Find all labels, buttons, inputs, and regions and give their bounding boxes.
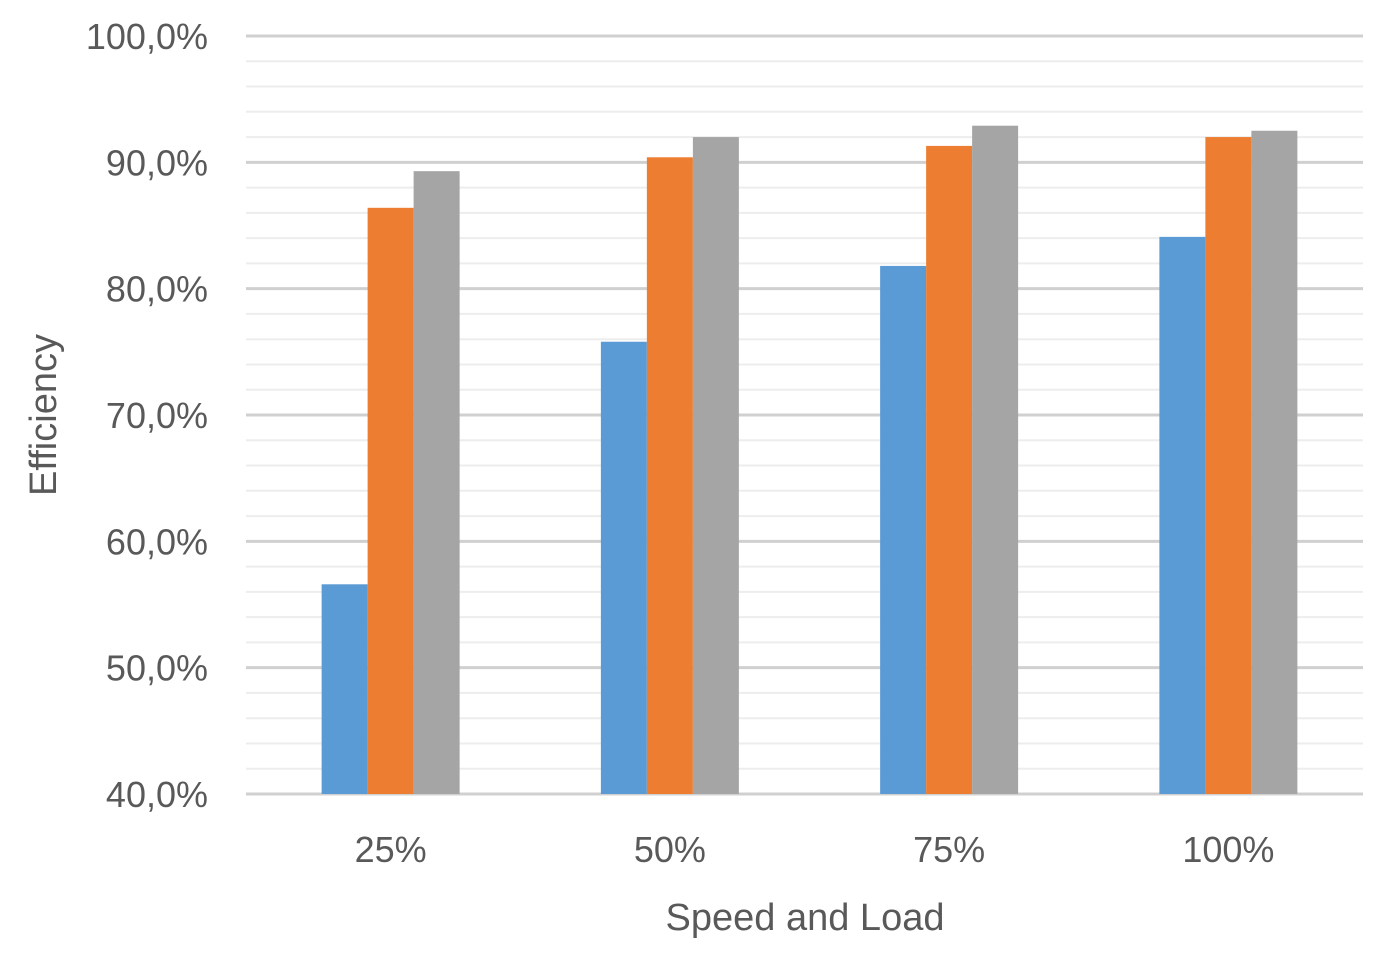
y-axis-ticks: 40,0% 50,0% 60,0% 70,0% 80,0% 90,0% 100,0% (86, 16, 208, 815)
x-axis-title: Speed and Load (666, 897, 945, 939)
bar-series-3-50pct (692, 137, 739, 795)
bar-series-1-25pct (321, 584, 368, 794)
bar-series-3-75pct (972, 125, 1019, 795)
x-tick-label: 75% (913, 829, 985, 870)
bar-series-2-25pct (367, 207, 414, 794)
bar-series-1-100pct (1159, 236, 1206, 794)
y-tick-label: 60,0% (106, 521, 208, 562)
x-tick-label: 25% (355, 829, 427, 870)
bar-series-2-50pct (646, 157, 693, 794)
y-tick-label: 70,0% (106, 395, 208, 436)
y-tick-label: 80,0% (106, 269, 208, 310)
y-tick-label: 90,0% (106, 142, 208, 183)
y-axis-title: Efficiency (23, 334, 65, 496)
y-tick-label: 40,0% (106, 774, 208, 815)
y-tick-label: 50,0% (106, 648, 208, 689)
bar-series-3-25pct (413, 171, 460, 795)
y-tick-label: 100,0% (86, 16, 208, 57)
bar-series-1-50pct (600, 341, 647, 794)
x-tick-label: 100% (1182, 829, 1274, 870)
x-axis-ticks: 25% 50% 75% 100% (355, 829, 1275, 870)
bar-series-2-100pct (1205, 137, 1252, 795)
bar-series-1-75pct (880, 265, 927, 795)
x-tick-label: 50% (634, 829, 706, 870)
bar-series-3-100pct (1251, 130, 1298, 794)
bar-series-2-75pct (926, 145, 973, 794)
bars (321, 125, 1298, 795)
